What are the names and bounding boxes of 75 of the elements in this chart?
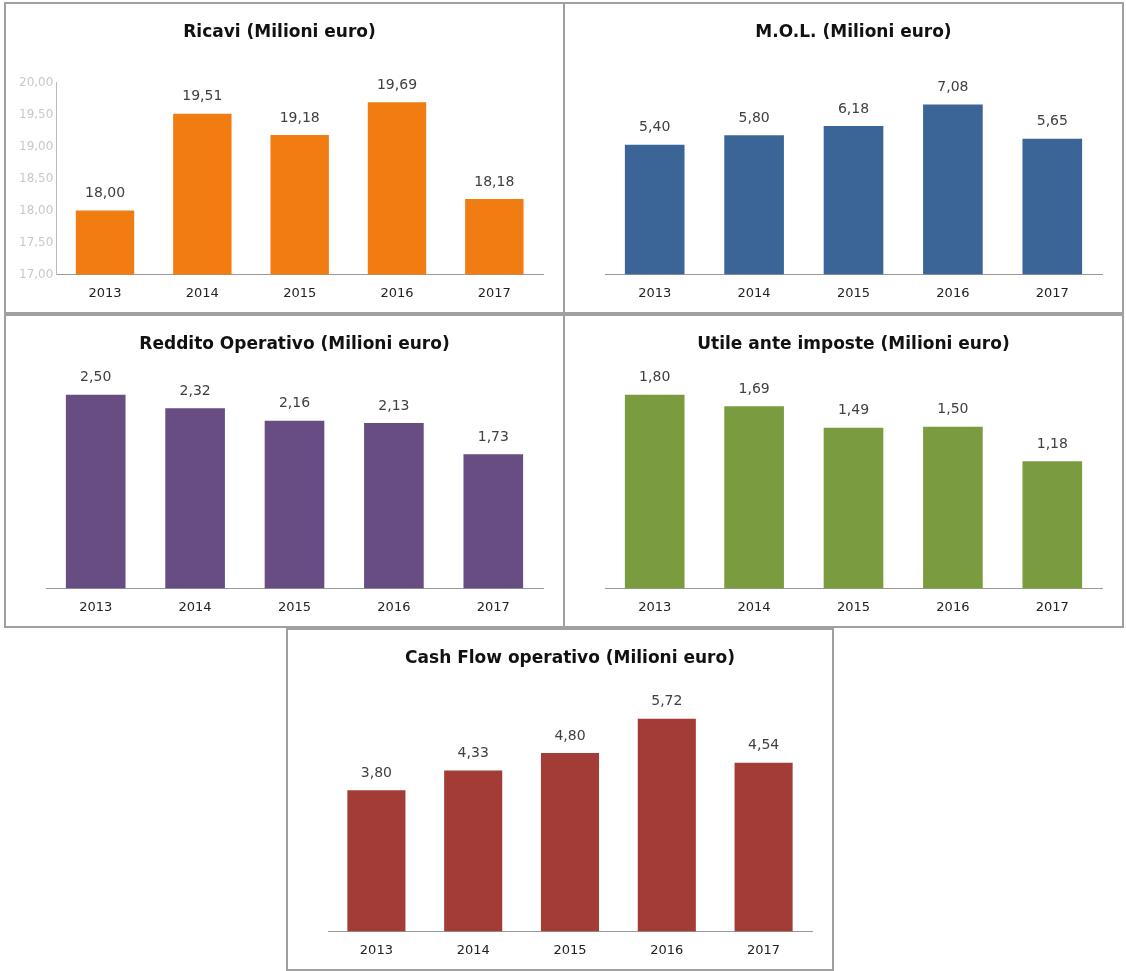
data-label: 1,50	[937, 400, 969, 417]
bar	[724, 135, 784, 275]
data-label: 2,32	[179, 382, 211, 399]
x-tick-label: 2017	[1035, 598, 1069, 614]
data-label: 5,65	[1036, 112, 1068, 129]
data-label: 18,18	[474, 172, 515, 189]
chart-title: Ricavi (Milioni euro)	[183, 20, 376, 41]
bar	[624, 144, 685, 275]
x-tick-label: 2015	[553, 941, 587, 957]
data-label: 19,51	[182, 87, 223, 104]
x-tick-label: 2013	[79, 598, 113, 614]
x-tick-label: 2014	[456, 941, 490, 957]
bar	[1022, 138, 1083, 275]
data-label: 1,18	[1036, 434, 1068, 451]
bar	[165, 408, 225, 589]
chart-title: Reddito Operativo (Milioni euro)	[139, 332, 450, 353]
data-label: 19,69	[376, 75, 418, 92]
data-label: 6,18	[837, 99, 870, 116]
bar	[364, 423, 424, 589]
x-tick-label: 2014	[737, 598, 771, 614]
data-label: 5,80	[738, 108, 770, 125]
data-label: 2,16	[278, 394, 311, 411]
bar	[264, 420, 325, 589]
data-label: 3,80	[360, 763, 392, 780]
bar	[637, 718, 696, 932]
chart-title: Utile ante imposte (Milioni euro)	[697, 332, 1010, 353]
x-tick-label: 2016	[650, 941, 684, 957]
bar	[347, 790, 406, 932]
data-label: 1,69	[738, 379, 770, 396]
data-label: 5,72	[651, 692, 683, 709]
x-tick-label: 2013	[638, 284, 672, 300]
x-tick-label: 2017	[477, 284, 511, 300]
x-tick-label: 2015	[836, 598, 871, 614]
bar	[1022, 461, 1083, 589]
x-tick-label: 2014	[178, 598, 212, 614]
bar	[724, 406, 784, 589]
bar	[444, 770, 503, 932]
x-tick-label: 2013	[359, 941, 393, 957]
bar	[823, 126, 884, 275]
x-tick-label: 2016	[380, 284, 414, 300]
data-label: 2,13	[378, 396, 410, 413]
data-label: 2,50	[80, 368, 112, 385]
data-label: 1,80	[639, 368, 671, 385]
chart-title: Cash Flow operativo (Milioni euro)	[405, 646, 735, 667]
bar	[65, 394, 126, 589]
x-tick-label: 2015	[277, 598, 312, 614]
x-tick-label: 2014	[737, 284, 771, 300]
x-tick-label: 2016	[936, 284, 970, 300]
bar	[734, 762, 793, 932]
data-label: 4,54	[748, 736, 780, 753]
x-tick-label: 2013	[638, 598, 672, 614]
data-label: 1,49	[837, 401, 870, 418]
data-label: 18,00	[84, 184, 126, 201]
data-label: 1,73	[477, 427, 509, 444]
x-tick-label: 2015	[283, 284, 317, 300]
x-tick-label: 2017	[747, 941, 781, 957]
data-label: 4,33	[457, 744, 489, 761]
bar	[624, 394, 685, 589]
x-tick-label: 2016	[377, 598, 411, 614]
bar	[923, 104, 983, 275]
data-label: 7,08	[937, 78, 969, 95]
x-tick-label: 2017	[476, 598, 510, 614]
x-tick-label: 2016	[936, 598, 970, 614]
bar	[540, 753, 600, 932]
bar	[823, 427, 884, 589]
chart-title: M.O.L. (Milioni euro)	[755, 20, 952, 41]
x-tick-label: 2015	[836, 284, 871, 300]
data-label: 19,18	[279, 108, 320, 125]
bar	[463, 454, 524, 589]
x-tick-label: 2013	[88, 284, 122, 300]
data-label: 4,80	[554, 726, 586, 743]
x-tick-label: 2014	[185, 284, 219, 300]
x-tick-label: 2017	[1035, 284, 1069, 300]
data-label: 5,40	[639, 118, 671, 135]
bar	[923, 426, 983, 589]
